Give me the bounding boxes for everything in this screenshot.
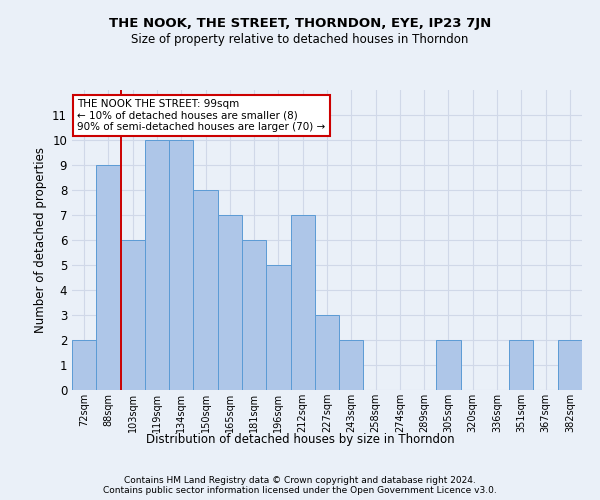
Bar [558,340,582,390]
Bar [436,340,461,390]
Text: THE NOOK THE STREET: 99sqm
← 10% of detached houses are smaller (8)
90% of semi-: THE NOOK THE STREET: 99sqm ← 10% of deta… [77,99,325,132]
Bar [509,340,533,390]
Bar [72,340,96,390]
Bar [169,140,193,390]
Text: Size of property relative to detached houses in Thorndon: Size of property relative to detached ho… [131,32,469,46]
Text: Contains HM Land Registry data © Crown copyright and database right 2024.
Contai: Contains HM Land Registry data © Crown c… [103,476,497,495]
Text: Distribution of detached houses by size in Thorndon: Distribution of detached houses by size … [146,432,454,446]
Bar [96,165,121,390]
Bar [121,240,145,390]
Bar [315,315,339,390]
Y-axis label: Number of detached properties: Number of detached properties [34,147,47,333]
Bar [218,215,242,390]
Bar [242,240,266,390]
Bar [145,140,169,390]
Bar [339,340,364,390]
Text: THE NOOK, THE STREET, THORNDON, EYE, IP23 7JN: THE NOOK, THE STREET, THORNDON, EYE, IP2… [109,18,491,30]
Bar [193,190,218,390]
Bar [290,215,315,390]
Bar [266,265,290,390]
